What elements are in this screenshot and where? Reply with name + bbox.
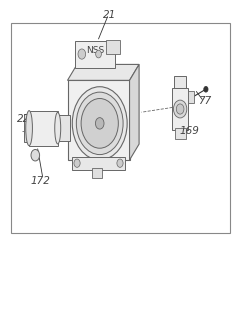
Circle shape — [78, 49, 86, 59]
Circle shape — [117, 159, 123, 167]
Bar — [75, 41, 115, 68]
Circle shape — [74, 159, 80, 167]
Ellipse shape — [55, 112, 61, 144]
Text: 22: 22 — [17, 114, 30, 124]
Circle shape — [72, 87, 127, 160]
Bar — [106, 40, 120, 54]
Bar — [24, 114, 30, 142]
Bar — [72, 157, 125, 170]
Bar — [12, 23, 230, 233]
Bar — [174, 76, 186, 88]
Text: 172: 172 — [30, 176, 50, 186]
Bar — [57, 116, 70, 141]
Bar — [188, 92, 194, 103]
Text: 21: 21 — [103, 10, 116, 20]
Polygon shape — [67, 64, 139, 80]
Text: 169: 169 — [179, 126, 199, 136]
Bar — [92, 168, 102, 178]
Circle shape — [31, 149, 40, 161]
Circle shape — [176, 104, 184, 114]
Text: NSS: NSS — [86, 45, 104, 55]
Circle shape — [76, 92, 123, 155]
Text: 77: 77 — [198, 96, 211, 106]
Circle shape — [96, 118, 104, 129]
Polygon shape — [130, 64, 139, 160]
Circle shape — [204, 86, 208, 92]
Ellipse shape — [26, 111, 32, 146]
Bar — [67, 80, 130, 160]
Circle shape — [174, 100, 187, 118]
Bar — [175, 128, 186, 139]
Bar — [29, 111, 58, 146]
Circle shape — [81, 99, 118, 148]
Bar — [173, 88, 188, 130]
Circle shape — [96, 50, 101, 58]
